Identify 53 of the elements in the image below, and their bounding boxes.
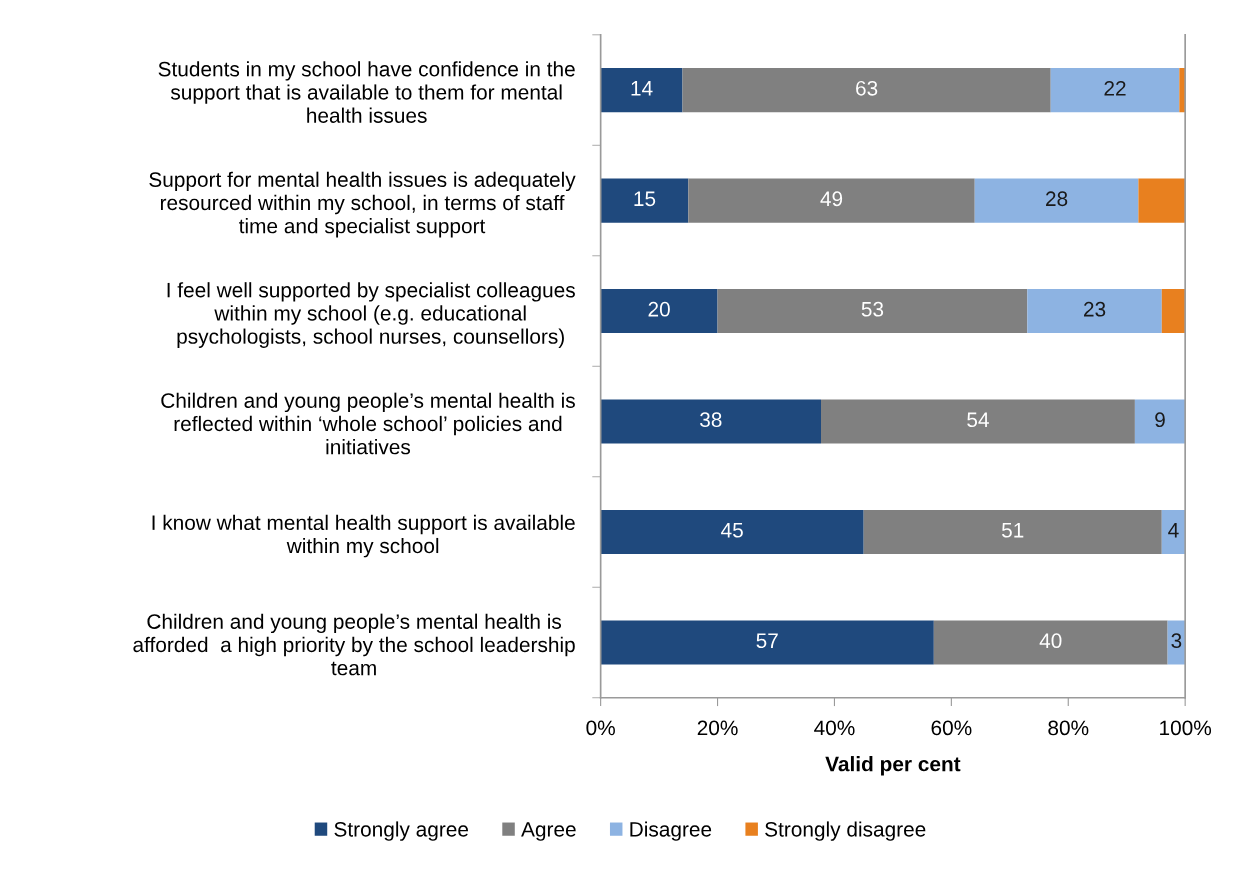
bar xyxy=(821,399,1135,444)
x-tick-label: 100% xyxy=(1160,720,1212,736)
x-tick-label: 0% xyxy=(586,720,615,736)
bar xyxy=(600,178,689,223)
bar xyxy=(863,509,1162,555)
data-label: 51 xyxy=(1001,523,1024,538)
x-tick-label: 60% xyxy=(931,720,972,736)
legend-label: Strongly agree xyxy=(334,821,469,841)
bar xyxy=(974,178,1139,223)
data-label: 22 xyxy=(1104,80,1126,96)
bar xyxy=(1050,67,1180,113)
y-tick-label: Children and young people’s mental health is reflected within ‘whole school’ policies and initiatives xyxy=(161,392,575,455)
data-label: 14 xyxy=(631,81,653,96)
bar xyxy=(600,620,934,665)
bar xyxy=(717,288,1028,334)
x-tick-label: 80% xyxy=(1048,720,1089,736)
data-label: 28 xyxy=(1046,191,1068,207)
data-label: 57 xyxy=(756,633,778,649)
data-label: 49 xyxy=(820,191,843,207)
y-tick-label: I feel well supported by specialist colleagues within my school (e.g. educational psychologists, school nurses, counsellors) xyxy=(167,282,575,348)
y-tick-label: Children and young people’s mental health is afforded a high priority by the school leadership team xyxy=(133,613,575,676)
data-label: 4 xyxy=(1168,523,1179,538)
bar xyxy=(600,399,821,444)
data-label: 38 xyxy=(700,412,722,428)
data-label: 54 xyxy=(967,412,989,428)
data-label: 63 xyxy=(856,80,878,96)
data-label: 40 xyxy=(1039,633,1062,649)
data-label: 15 xyxy=(634,191,656,207)
y-tick-label: Support for mental health issues is adequately resourced within my school, in terms of staff time and specialist support xyxy=(149,171,576,238)
bar xyxy=(688,178,975,223)
bar xyxy=(600,288,718,334)
data-label: 3 xyxy=(1171,633,1182,649)
bar xyxy=(1027,288,1162,334)
legend-label: Disagree xyxy=(630,821,712,841)
legend-label: Agree xyxy=(521,822,576,841)
data-label: 9 xyxy=(1155,412,1165,428)
x-tick-label: 20% xyxy=(697,720,738,736)
bar xyxy=(682,67,1051,113)
x-axis-title: Valid per cent xyxy=(825,756,961,776)
bar xyxy=(600,67,683,113)
bar xyxy=(600,509,864,555)
bar xyxy=(1161,288,1186,334)
bar xyxy=(1134,399,1186,444)
y-tick-label: I know what mental health support is available within my school xyxy=(152,514,575,558)
data-label: 23 xyxy=(1084,301,1106,317)
x-tick-label: 40% xyxy=(814,720,855,736)
bar xyxy=(1138,178,1186,223)
data-label: 20 xyxy=(648,301,670,317)
legend-label: Strongly disagree xyxy=(765,821,926,841)
data-label: 53 xyxy=(861,301,884,317)
y-tick-label: Students in my school have confidence in the support that is available to them for mental health issues xyxy=(158,61,575,123)
data-label: 45 xyxy=(721,523,743,538)
bar xyxy=(933,620,1168,665)
